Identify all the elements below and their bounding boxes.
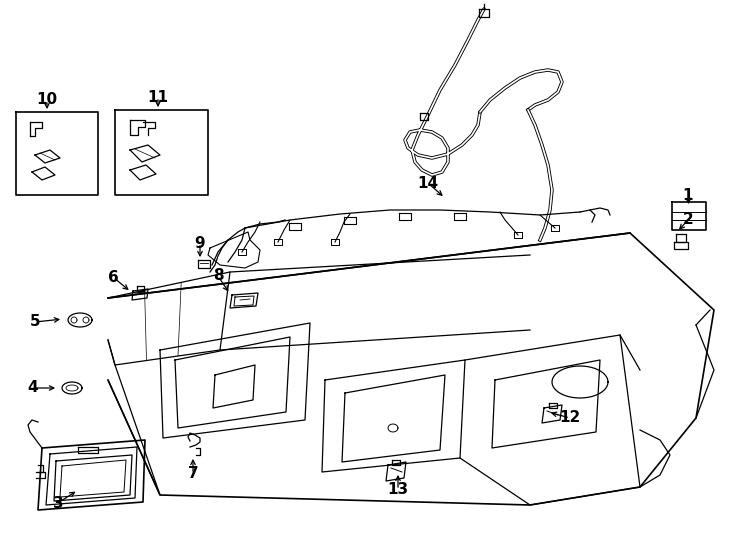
Text: 3: 3 bbox=[53, 496, 63, 510]
Text: 11: 11 bbox=[148, 90, 169, 105]
Text: 14: 14 bbox=[418, 176, 438, 191]
Text: 5: 5 bbox=[29, 314, 40, 329]
Text: 13: 13 bbox=[388, 483, 409, 497]
Text: 8: 8 bbox=[213, 268, 223, 284]
Text: 6: 6 bbox=[108, 269, 118, 285]
Text: 2: 2 bbox=[683, 213, 694, 227]
Text: 7: 7 bbox=[188, 467, 198, 482]
Text: 1: 1 bbox=[683, 187, 693, 202]
Text: 10: 10 bbox=[37, 92, 57, 107]
Text: 4: 4 bbox=[28, 381, 38, 395]
Text: 12: 12 bbox=[559, 410, 581, 426]
Text: 9: 9 bbox=[195, 235, 206, 251]
